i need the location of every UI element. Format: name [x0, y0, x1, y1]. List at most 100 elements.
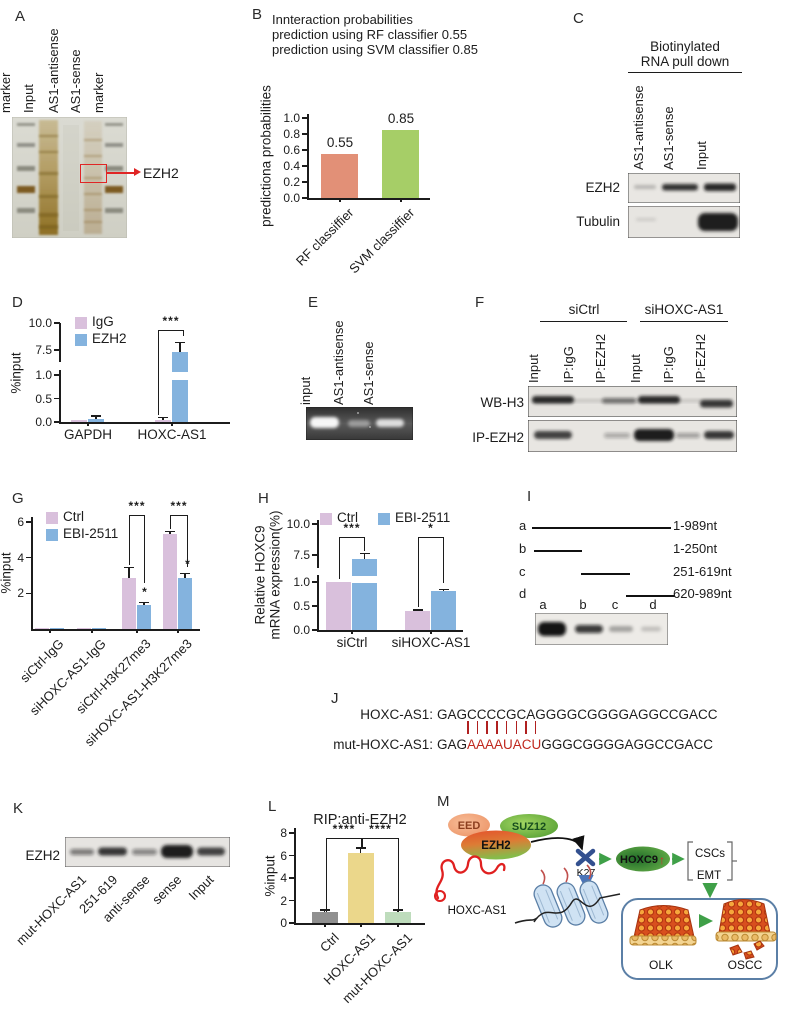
legend-swatch	[75, 334, 87, 346]
sig-label: ***	[162, 314, 180, 328]
blot-row-label-tubulin: Tubulin	[576, 214, 620, 229]
group-label-sictrl: siCtrl	[568, 302, 600, 317]
sig-bracket	[339, 537, 365, 539]
construct-line	[626, 595, 675, 597]
y-tick-label: 0.0	[35, 415, 52, 429]
y-tick	[302, 181, 308, 183]
y-tick-label: 7.5	[35, 343, 52, 357]
blot-deletion-mapping	[535, 613, 668, 645]
bracket-icon	[687, 841, 737, 881]
sig-star: *	[142, 585, 148, 599]
construct-letter: d	[519, 586, 527, 601]
y-tick-label: 0.5	[35, 391, 52, 406]
legend-label: IgG	[92, 314, 114, 329]
gel-lane-letter: c	[611, 597, 619, 612]
panel-l: L 0 2 4 6 8 Ctrl HOXC-AS1 mut-HOXC-AS1 **** **** R…	[255, 780, 440, 1012]
y-axis-label: mRNA expression(%)	[267, 510, 283, 640]
lane-label: IP:EZH2	[693, 333, 708, 383]
construct-letter: a	[519, 518, 527, 533]
pairing-tick	[496, 721, 498, 734]
error-cap	[91, 415, 101, 417]
x-tick	[49, 629, 51, 633]
lane-label: AS1-antisense	[331, 320, 346, 405]
construct-line	[534, 550, 582, 552]
bar	[405, 610, 430, 630]
sig-leg	[363, 537, 365, 551]
sequence-label-mut: mut-HOXC-AS1:	[333, 737, 433, 752]
category-label: siCtrl	[336, 635, 368, 650]
sig-bracket	[129, 515, 145, 517]
sig-leg	[360, 838, 362, 848]
lane-label: mut-HOXC-AS1	[12, 872, 89, 948]
ezh2-label: EZH2	[481, 840, 510, 852]
gel-lane-letter: a	[539, 597, 547, 612]
blot-ip-ezh2	[528, 420, 737, 452]
hoxc9-expression-chart: 0.0 0.5 1.0 7.5 10.0 siCtrl siHOXC-AS1 Ctrl EBI-…	[250, 480, 505, 688]
blot-wb-h3	[528, 386, 737, 417]
band-annotation: EZH2	[143, 165, 179, 181]
lane-label: AS1-antisense	[46, 28, 61, 113]
panel-d: D 0.0 0.5 1.0 7.5 10.0 GAPDH HOXC-AS1 IgG EZH2 **…	[0, 280, 290, 478]
legend-label: Ctrl	[337, 510, 358, 525]
error-bar	[363, 553, 366, 560]
lane-label: AS1-sense	[68, 49, 83, 113]
y-tick	[289, 877, 295, 879]
sequence-row-wild-type: HOXC-AS1: GAGCCCCGCAGGGGCGGGGAGGCCGACC	[250, 707, 718, 722]
bar	[122, 578, 136, 629]
x-tick	[400, 198, 402, 202]
sequence-wt: GAGCCCCGCAGGGGCGGGGAGGCCGACC	[437, 707, 718, 722]
x-tick	[177, 629, 179, 633]
sig-leg	[326, 838, 328, 912]
pairing-tick	[476, 721, 479, 734]
group-label-sihoxc-as1: siHOXC-AS1	[644, 302, 724, 317]
lane-label: Input	[526, 354, 541, 383]
y-tick-label: 0.2	[283, 175, 300, 189]
panel-c: C Biotinylated RNA pull down EZH2 Tubuli…	[530, 0, 785, 276]
pairing-tick	[515, 721, 518, 734]
gel-image-silver-stain	[12, 117, 127, 238]
blot-row-label-ezh2: EZH2	[25, 848, 60, 863]
panel-k: K EZH2 mut-HOXC-AS1 251-619 anti-sense sens…	[0, 775, 255, 1012]
error-bar	[184, 573, 186, 579]
lane-label: Input	[185, 872, 217, 904]
y-tick-label: 8	[280, 826, 287, 840]
y-tick-label: 1.0	[35, 368, 52, 382]
sig-bracket	[158, 330, 184, 332]
y-tick	[289, 899, 295, 902]
category-label: HOXC-AS1	[137, 427, 207, 442]
y-tick-label: 0	[280, 916, 287, 930]
bar-break-stripe	[351, 576, 378, 583]
header-line-1: Biotinylated	[650, 39, 720, 54]
y-tick-label: 0.0	[283, 191, 300, 205]
x-axis	[31, 629, 200, 631]
y-tick-label: 10.0	[286, 517, 310, 531]
error-cap	[139, 601, 149, 603]
gel-image-rna	[306, 407, 413, 440]
lane-label: AS1-sense	[661, 106, 676, 170]
suz12-label: SUZ12	[512, 821, 546, 833]
category-label: Ctrl	[316, 930, 342, 955]
y-axis-label: %input	[8, 351, 24, 394]
sequence-mut: GAGAAAAUACUGGGCGGGGAGGCCGACC	[437, 737, 714, 752]
x-tick	[136, 629, 138, 633]
bar-break-stripe	[171, 372, 189, 380]
panel-h: H 0.0 0.5 1.0 7.5 10.0 siCtrl siHOXC-AS1 Ctrl EB…	[250, 480, 505, 688]
panel-label-l: L	[268, 798, 277, 815]
hoxc9-label: HOXC9	[620, 854, 658, 866]
y-tick	[312, 605, 318, 607]
category-label: RF classiffier	[293, 205, 357, 269]
arrow-line	[106, 172, 135, 174]
construct-diagram: a 1-989nt b 1-250nt c 251-619nt d 620-989nt a b c d	[505, 480, 785, 688]
sig-label: ****	[332, 822, 356, 836]
header-line-2: RNA pull down	[640, 54, 730, 69]
emt-label: EMT	[697, 870, 721, 882]
sig-leg	[442, 537, 444, 583]
y-tick-label: 0.0	[293, 623, 310, 637]
y-tick-label: 1.0	[283, 111, 300, 125]
olk-label: OLK	[649, 958, 673, 972]
bar	[178, 578, 192, 629]
panel-a: A EZH2	[0, 0, 250, 276]
blot-ezh2-pulldown	[65, 837, 230, 867]
legend-swatch	[46, 512, 58, 524]
